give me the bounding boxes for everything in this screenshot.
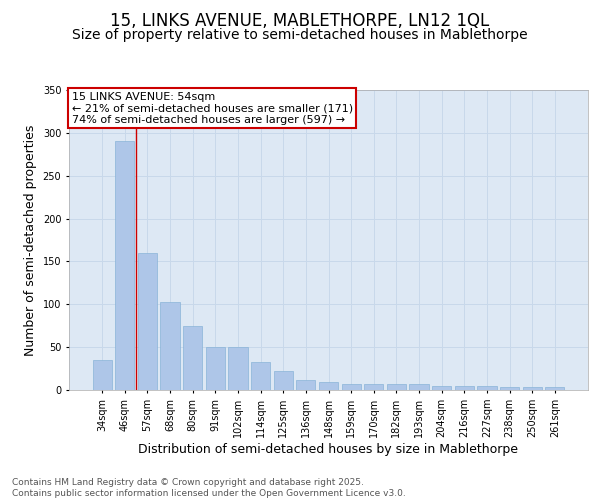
Bar [409, 384, 428, 390]
Bar [92, 360, 112, 390]
Bar [206, 347, 225, 390]
Bar [477, 386, 497, 390]
Bar [274, 371, 293, 390]
Bar [251, 362, 270, 390]
Bar [500, 388, 519, 390]
Bar [183, 326, 202, 390]
Bar [545, 388, 565, 390]
Bar [523, 388, 542, 390]
Bar [319, 382, 338, 390]
Bar [160, 302, 180, 390]
Bar [341, 384, 361, 390]
Bar [229, 347, 248, 390]
Text: 15 LINKS AVENUE: 54sqm
← 21% of semi-detached houses are smaller (171)
74% of se: 15 LINKS AVENUE: 54sqm ← 21% of semi-det… [71, 92, 353, 124]
X-axis label: Distribution of semi-detached houses by size in Mablethorpe: Distribution of semi-detached houses by … [139, 442, 518, 456]
Y-axis label: Number of semi-detached properties: Number of semi-detached properties [24, 124, 37, 356]
Bar [296, 380, 316, 390]
Bar [138, 253, 157, 390]
Bar [364, 384, 383, 390]
Text: 15, LINKS AVENUE, MABLETHORPE, LN12 1QL: 15, LINKS AVENUE, MABLETHORPE, LN12 1QL [110, 12, 490, 30]
Bar [432, 386, 451, 390]
Bar [455, 386, 474, 390]
Bar [115, 142, 134, 390]
Bar [387, 384, 406, 390]
Text: Contains HM Land Registry data © Crown copyright and database right 2025.
Contai: Contains HM Land Registry data © Crown c… [12, 478, 406, 498]
Text: Size of property relative to semi-detached houses in Mablethorpe: Size of property relative to semi-detach… [72, 28, 528, 42]
